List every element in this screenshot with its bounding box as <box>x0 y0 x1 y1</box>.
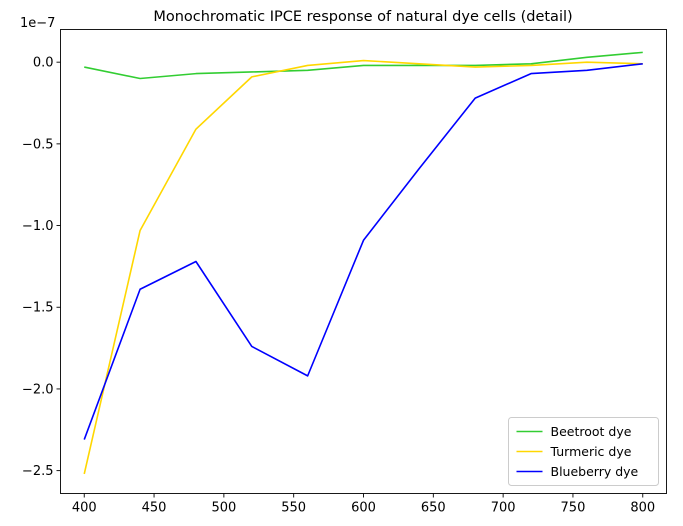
y-axis-offset-label: 1e−7 <box>20 16 55 31</box>
y-tick-label: −1.0 <box>22 219 54 234</box>
x-tick-label: 600 <box>351 501 376 516</box>
series-line-2 <box>83 63 643 440</box>
x-axis: 400 450 500 550 600 650 700 750 800 <box>72 493 655 516</box>
legend-label: Beetroot dye <box>551 424 632 439</box>
x-tick-label: 500 <box>211 501 236 516</box>
series-line-0 <box>84 51 643 80</box>
legend-box <box>508 417 659 486</box>
x-tick-label: 700 <box>491 501 516 516</box>
y-tick-label: −2.5 <box>22 464 54 479</box>
chart-title: Monochromatic IPCE response of natural d… <box>153 9 572 25</box>
legend-label: Blueberry dye <box>551 464 639 479</box>
y-tick-label: −0.5 <box>22 137 54 152</box>
series-line-1 <box>83 59 643 475</box>
x-tick-label: 450 <box>142 501 167 516</box>
y-tick-label: −2.0 <box>22 382 54 397</box>
series-layer <box>83 51 643 475</box>
legend: Beetroot dye Turmeric dye Blueberry dye <box>508 417 659 486</box>
y-tick-label: 0.0 <box>33 56 54 71</box>
y-tick-label: −1.5 <box>22 301 54 316</box>
x-tick-label: 550 <box>281 501 306 516</box>
legend-label: Turmeric dye <box>550 444 632 459</box>
x-tick-label: 400 <box>72 501 97 516</box>
y-axis: 0.0 −0.5 −1.0 −1.5 −2.0 −2.5 <box>22 56 61 479</box>
x-tick-label: 750 <box>561 501 586 516</box>
x-tick-label: 650 <box>421 501 446 516</box>
x-tick-label: 800 <box>630 501 655 516</box>
